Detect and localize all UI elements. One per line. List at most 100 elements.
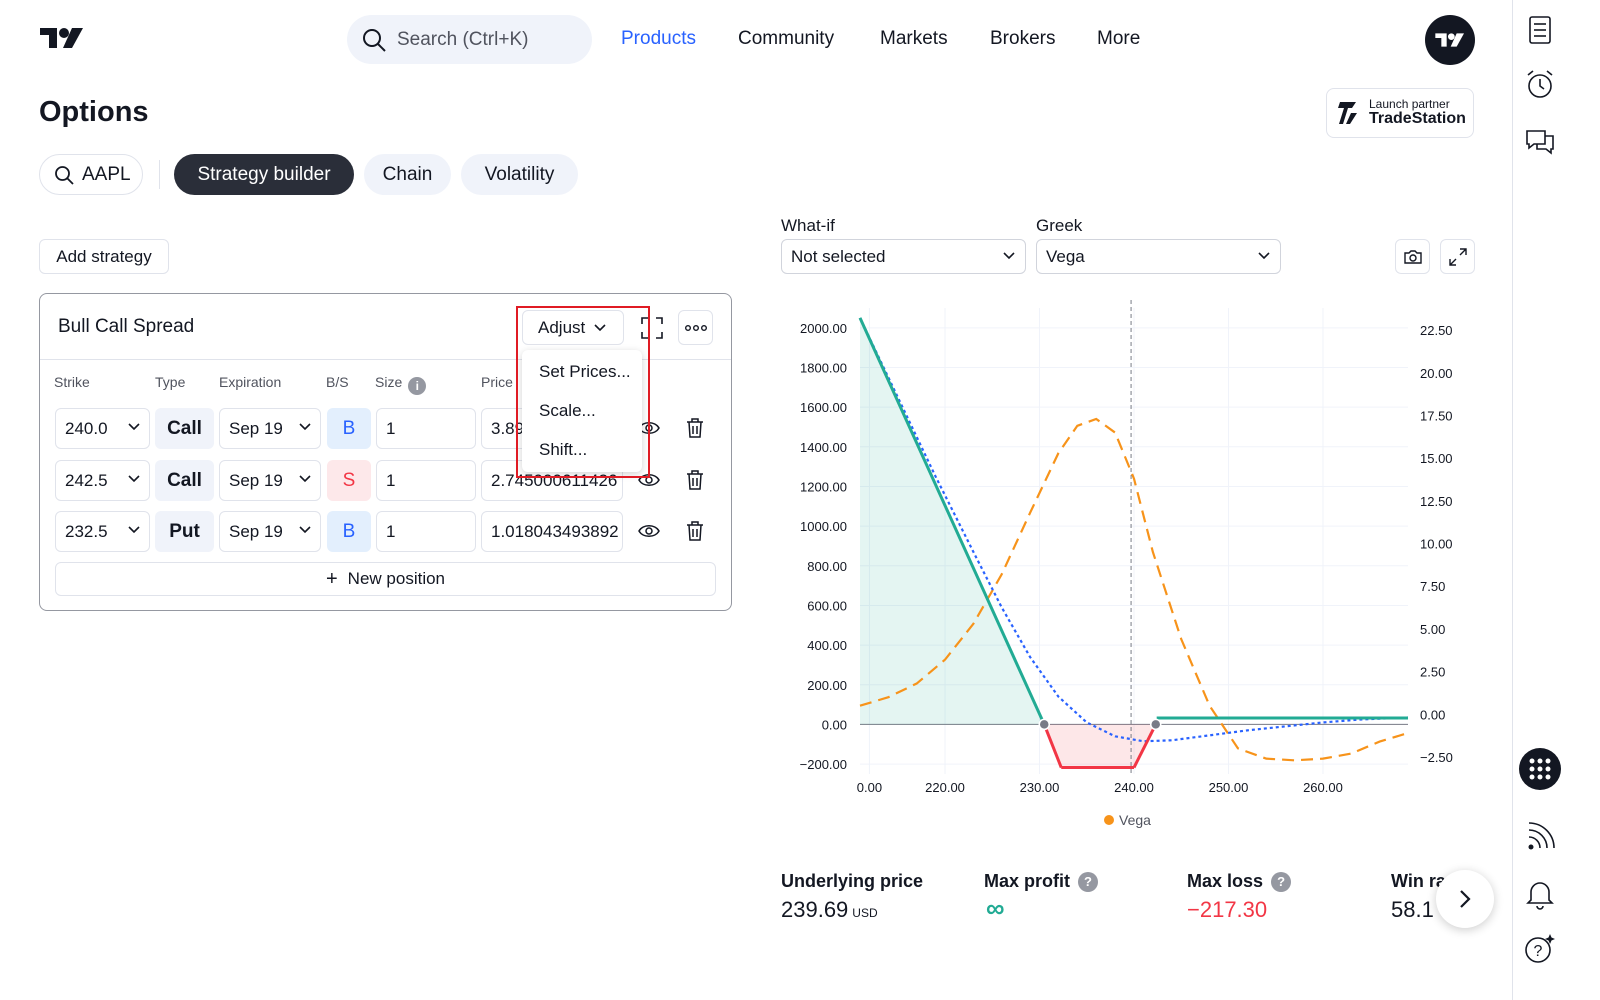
size-input[interactable]: 1 [376, 408, 476, 449]
fullscreen-button[interactable] [634, 310, 669, 345]
tab-chain[interactable]: Chain [364, 154, 451, 195]
new-position-label: New position [347, 569, 445, 588]
user-avatar[interactable] [1425, 15, 1475, 65]
menu-item-scale[interactable]: Scale... [539, 401, 596, 420]
menu-item-shift[interactable]: Shift... [539, 440, 588, 459]
watchlist-icon[interactable] [1522, 12, 1558, 48]
help-icon[interactable]: ? [1078, 871, 1099, 892]
y-right-tick-label: 10.00 [1420, 537, 1453, 552]
tab-volatility[interactable]: Volatility [461, 154, 578, 195]
adjust-menu: Set Prices... Scale... Shift... [522, 350, 642, 472]
expiration-select[interactable]: Sep 19 [219, 460, 321, 501]
nav-brokers[interactable]: Brokers [990, 28, 1056, 49]
underlying-price-value: 239.69 USD [781, 897, 878, 923]
help-sparkle-icon[interactable]: ? [1522, 930, 1558, 966]
next-stats-button[interactable] [1436, 870, 1494, 928]
adjust-dropdown-button[interactable]: Adjust [522, 310, 624, 345]
tab-divider [159, 160, 160, 189]
search-placeholder: Search (Ctrl+K) [397, 28, 529, 50]
strategy-card [39, 293, 732, 611]
chat-icon[interactable] [1522, 124, 1558, 160]
x-tick-label: 220.00 [925, 780, 965, 795]
y-left-tick-label: 2000.00 [800, 321, 847, 336]
expiration-select[interactable]: Sep 19 [219, 408, 321, 449]
expand-chart-button[interactable] [1440, 239, 1475, 274]
price-input[interactable]: 1.018043493892 [481, 511, 623, 552]
type-toggle[interactable]: Call [155, 460, 214, 501]
whatif-select[interactable]: Not selected [781, 239, 1026, 274]
new-position-button[interactable]: + New position [55, 562, 716, 596]
nav-community[interactable]: Community [738, 28, 835, 49]
x-tick-label: 230.00 [1020, 780, 1060, 795]
card-divider [40, 359, 731, 360]
y-left-tick-label: 1000.00 [800, 519, 847, 534]
buy-sell-toggle[interactable]: B [327, 511, 371, 552]
strike-value: 242.5 [65, 470, 108, 490]
trash-icon[interactable] [682, 467, 708, 493]
nav-more[interactable]: More [1097, 28, 1141, 49]
underlying-price-label: Underlying price [781, 871, 924, 891]
buy-sell-toggle[interactable]: B [327, 408, 371, 449]
expiration-pnl-loss-segment [1132, 723, 1158, 769]
feed-icon[interactable] [1522, 819, 1558, 855]
add-strategy-button[interactable]: Add strategy [39, 239, 169, 274]
size-label: Size [375, 374, 403, 390]
nav-markets[interactable]: Markets [880, 28, 948, 49]
greek-select[interactable]: Vega [1036, 239, 1281, 274]
y-left-tick-label: −200.00 [800, 757, 847, 772]
chevron-down-icon [128, 526, 140, 534]
eye-icon[interactable] [636, 518, 662, 544]
y-right-tick-label: 12.50 [1420, 494, 1453, 509]
theoretical-pnl-line [859, 317, 1409, 743]
greek-label: Greek [1036, 216, 1083, 235]
symbol-search-tab[interactable]: AAPL [39, 154, 143, 195]
loss-area [1044, 724, 1156, 768]
y-left-tick-label: 200.00 [807, 678, 847, 693]
strike-select[interactable]: 240.0 [55, 408, 150, 449]
more-options-button[interactable] [678, 310, 713, 345]
strike-value: 240.0 [65, 418, 108, 438]
y-right-tick-label: 2.50 [1420, 665, 1445, 680]
partner-name: TradeStation [1369, 109, 1466, 127]
info-icon[interactable]: i [408, 377, 427, 395]
help-icon[interactable]: ? [1271, 871, 1292, 892]
search-bar[interactable]: Search (Ctrl+K) [347, 15, 592, 64]
payoff-chart[interactable]: 0.00 220.00 230.00 240.00 250.00 260.00 2000.0… [780, 296, 1480, 801]
trash-icon[interactable] [682, 415, 708, 441]
strike-select[interactable]: 242.5 [55, 460, 150, 501]
chevron-right-icon [1460, 890, 1471, 908]
expiration-pnl-profit-segment [858, 317, 1046, 726]
page-title: Options [39, 96, 149, 128]
size-input[interactable]: 1 [376, 511, 476, 552]
y-left-tick-label: 400.00 [807, 638, 847, 653]
alarm-clock-icon[interactable] [1522, 66, 1558, 102]
expiration-value: Sep 19 [229, 418, 283, 438]
tradingview-logo[interactable] [38, 24, 86, 52]
vega-line [859, 417, 1409, 762]
apps-menu-button[interactable] [1519, 748, 1561, 790]
y-right-tick-label: 7.50 [1420, 579, 1445, 594]
expiration-select[interactable]: Sep 19 [219, 511, 321, 552]
notifications-bell-icon[interactable] [1522, 876, 1558, 912]
tab-strategy-builder[interactable]: Strategy builder [174, 154, 354, 195]
menu-item-set-prices[interactable]: Set Prices... [539, 362, 631, 381]
type-toggle[interactable]: Put [155, 511, 214, 552]
y-right-tick-label: 0.00 [1420, 707, 1445, 722]
search-icon [55, 165, 74, 185]
max-loss-value: −217.30 [1187, 897, 1268, 922]
partner-badge[interactable]: Launch partner TradeStation [1326, 88, 1474, 138]
strike-select[interactable]: 232.5 [55, 511, 150, 552]
nav-products[interactable]: Products [621, 28, 696, 49]
size-input[interactable]: 1 [376, 460, 476, 501]
eye-icon[interactable] [636, 467, 662, 493]
y-right-tick-label: 15.00 [1420, 451, 1453, 466]
camera-icon [1403, 249, 1422, 264]
snapshot-button[interactable] [1395, 239, 1430, 274]
chart-legend: Vega [1104, 812, 1151, 828]
x-tick-label: 260.00 [1303, 780, 1343, 795]
trash-icon[interactable] [682, 518, 708, 544]
win-rate-label: Win ra [1391, 871, 1446, 891]
buy-sell-toggle[interactable]: S [327, 460, 371, 501]
type-toggle[interactable]: Call [155, 408, 214, 449]
y-right-tick-label: −2.50 [1420, 750, 1453, 765]
